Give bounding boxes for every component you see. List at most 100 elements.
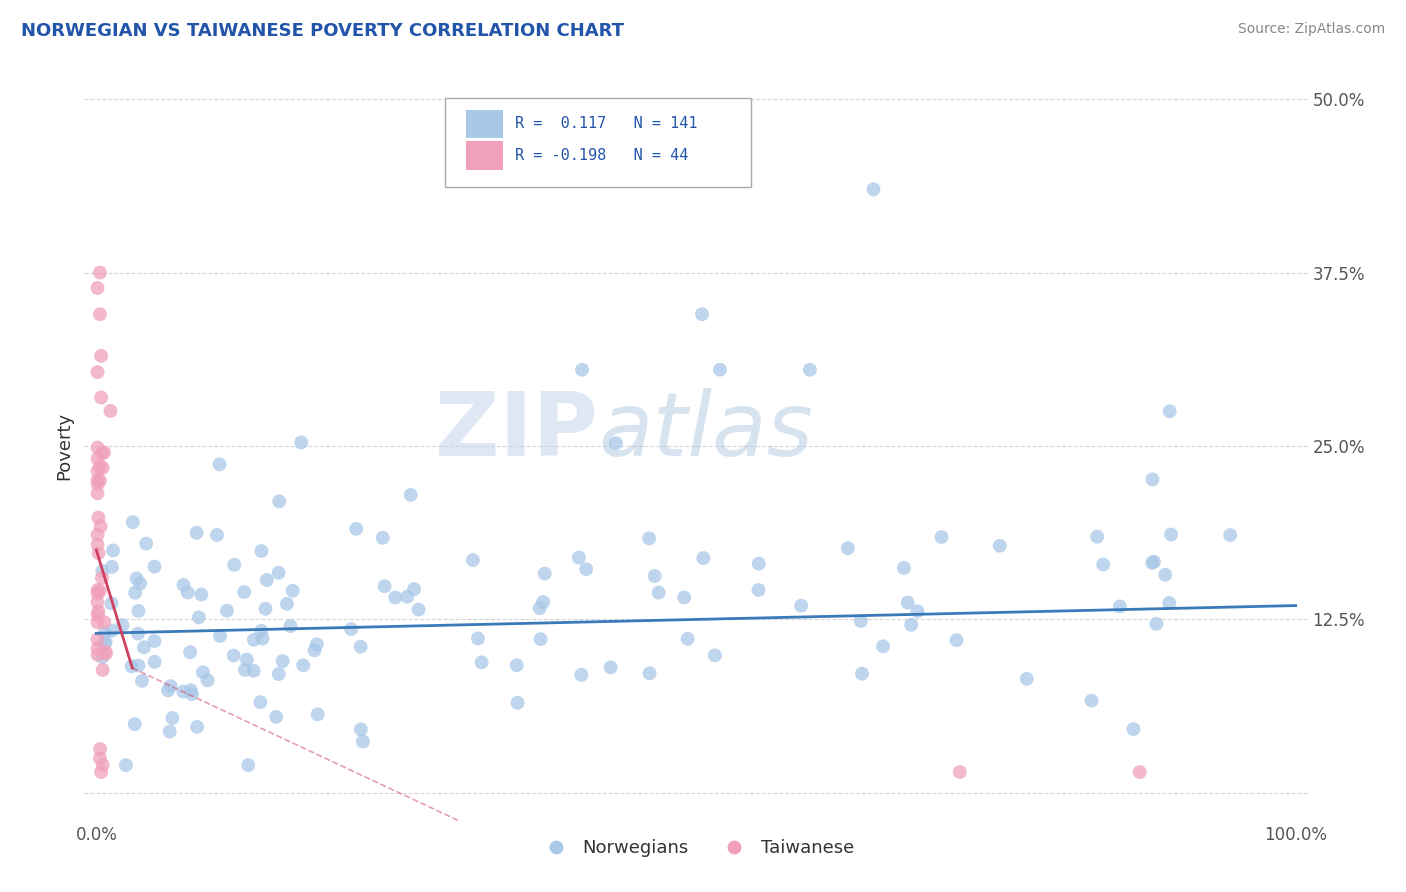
Point bbox=[91, 460, 114, 475]
Point bbox=[1092, 558, 1115, 572]
Point bbox=[290, 435, 312, 450]
Point bbox=[529, 601, 551, 615]
Text: ZIP: ZIP bbox=[436, 387, 598, 475]
Point bbox=[89, 751, 111, 765]
Point bbox=[1142, 556, 1164, 570]
Text: R =  0.117   N = 141: R = 0.117 N = 141 bbox=[515, 116, 697, 131]
Point bbox=[529, 632, 551, 646]
Point bbox=[100, 596, 122, 610]
Point bbox=[86, 527, 108, 541]
Point bbox=[172, 578, 194, 592]
Point bbox=[703, 648, 725, 663]
Point bbox=[644, 569, 666, 583]
Point bbox=[186, 525, 208, 540]
Point bbox=[1143, 555, 1166, 569]
Point bbox=[599, 660, 621, 674]
Point bbox=[93, 445, 115, 459]
Point bbox=[371, 531, 394, 545]
Point bbox=[86, 486, 108, 500]
Point bbox=[91, 650, 114, 665]
Point bbox=[344, 522, 367, 536]
Point bbox=[304, 643, 326, 657]
Point bbox=[949, 765, 972, 780]
Point bbox=[127, 604, 149, 618]
Point bbox=[89, 474, 111, 488]
Point bbox=[86, 586, 108, 600]
Point bbox=[89, 266, 111, 280]
Point bbox=[129, 576, 152, 591]
Point bbox=[1109, 599, 1132, 614]
Point bbox=[243, 632, 266, 647]
Point bbox=[91, 663, 114, 677]
Point bbox=[162, 711, 184, 725]
Point bbox=[1154, 567, 1177, 582]
Point bbox=[132, 640, 155, 655]
Point bbox=[250, 544, 273, 558]
Y-axis label: Poverty: Poverty bbox=[55, 412, 73, 480]
Point bbox=[799, 362, 821, 376]
Point bbox=[215, 604, 238, 618]
Point bbox=[124, 717, 146, 731]
Point bbox=[89, 459, 111, 474]
Point bbox=[157, 683, 180, 698]
FancyBboxPatch shape bbox=[465, 110, 503, 138]
Point bbox=[350, 640, 373, 654]
Point bbox=[605, 436, 627, 450]
Point bbox=[125, 571, 148, 585]
Point bbox=[89, 742, 111, 756]
Point bbox=[281, 583, 304, 598]
Point bbox=[531, 595, 554, 609]
Point bbox=[292, 658, 315, 673]
Point bbox=[159, 679, 181, 693]
Point bbox=[1085, 530, 1108, 544]
Point bbox=[86, 537, 108, 551]
Point bbox=[86, 281, 108, 295]
Point bbox=[690, 307, 713, 321]
Point bbox=[467, 632, 489, 646]
Point bbox=[396, 590, 419, 604]
Point bbox=[1129, 765, 1152, 780]
Point bbox=[1015, 672, 1038, 686]
Point bbox=[1159, 596, 1181, 610]
Point bbox=[907, 604, 929, 618]
FancyBboxPatch shape bbox=[446, 97, 751, 187]
Point bbox=[86, 365, 108, 379]
Point bbox=[1142, 472, 1164, 486]
Point bbox=[862, 182, 884, 196]
Point bbox=[408, 602, 430, 616]
Point bbox=[131, 673, 153, 688]
Point bbox=[208, 458, 231, 472]
Point bbox=[86, 607, 108, 622]
Point bbox=[1080, 693, 1102, 707]
Point bbox=[252, 632, 274, 646]
Point bbox=[121, 659, 143, 673]
Point bbox=[87, 546, 110, 560]
Point bbox=[250, 624, 273, 638]
Point bbox=[673, 591, 696, 605]
Point bbox=[692, 551, 714, 566]
FancyBboxPatch shape bbox=[465, 141, 503, 169]
Point bbox=[90, 349, 112, 363]
Point bbox=[197, 673, 219, 688]
Point bbox=[352, 734, 374, 748]
Point bbox=[190, 587, 212, 601]
Point bbox=[307, 707, 329, 722]
Point bbox=[1122, 722, 1144, 736]
Point bbox=[748, 557, 770, 571]
Point bbox=[254, 601, 277, 615]
Text: R = -0.198   N = 44: R = -0.198 N = 44 bbox=[515, 148, 689, 162]
Point bbox=[90, 765, 112, 780]
Point bbox=[86, 477, 108, 491]
Point bbox=[872, 640, 894, 654]
Point bbox=[172, 684, 194, 698]
Point bbox=[233, 585, 256, 599]
Point bbox=[143, 655, 166, 669]
Point bbox=[91, 758, 114, 772]
Point bbox=[837, 541, 859, 556]
Point bbox=[676, 632, 699, 646]
Point bbox=[191, 665, 214, 680]
Point bbox=[851, 666, 873, 681]
Point bbox=[276, 597, 298, 611]
Point bbox=[86, 464, 108, 478]
Point bbox=[988, 539, 1011, 553]
